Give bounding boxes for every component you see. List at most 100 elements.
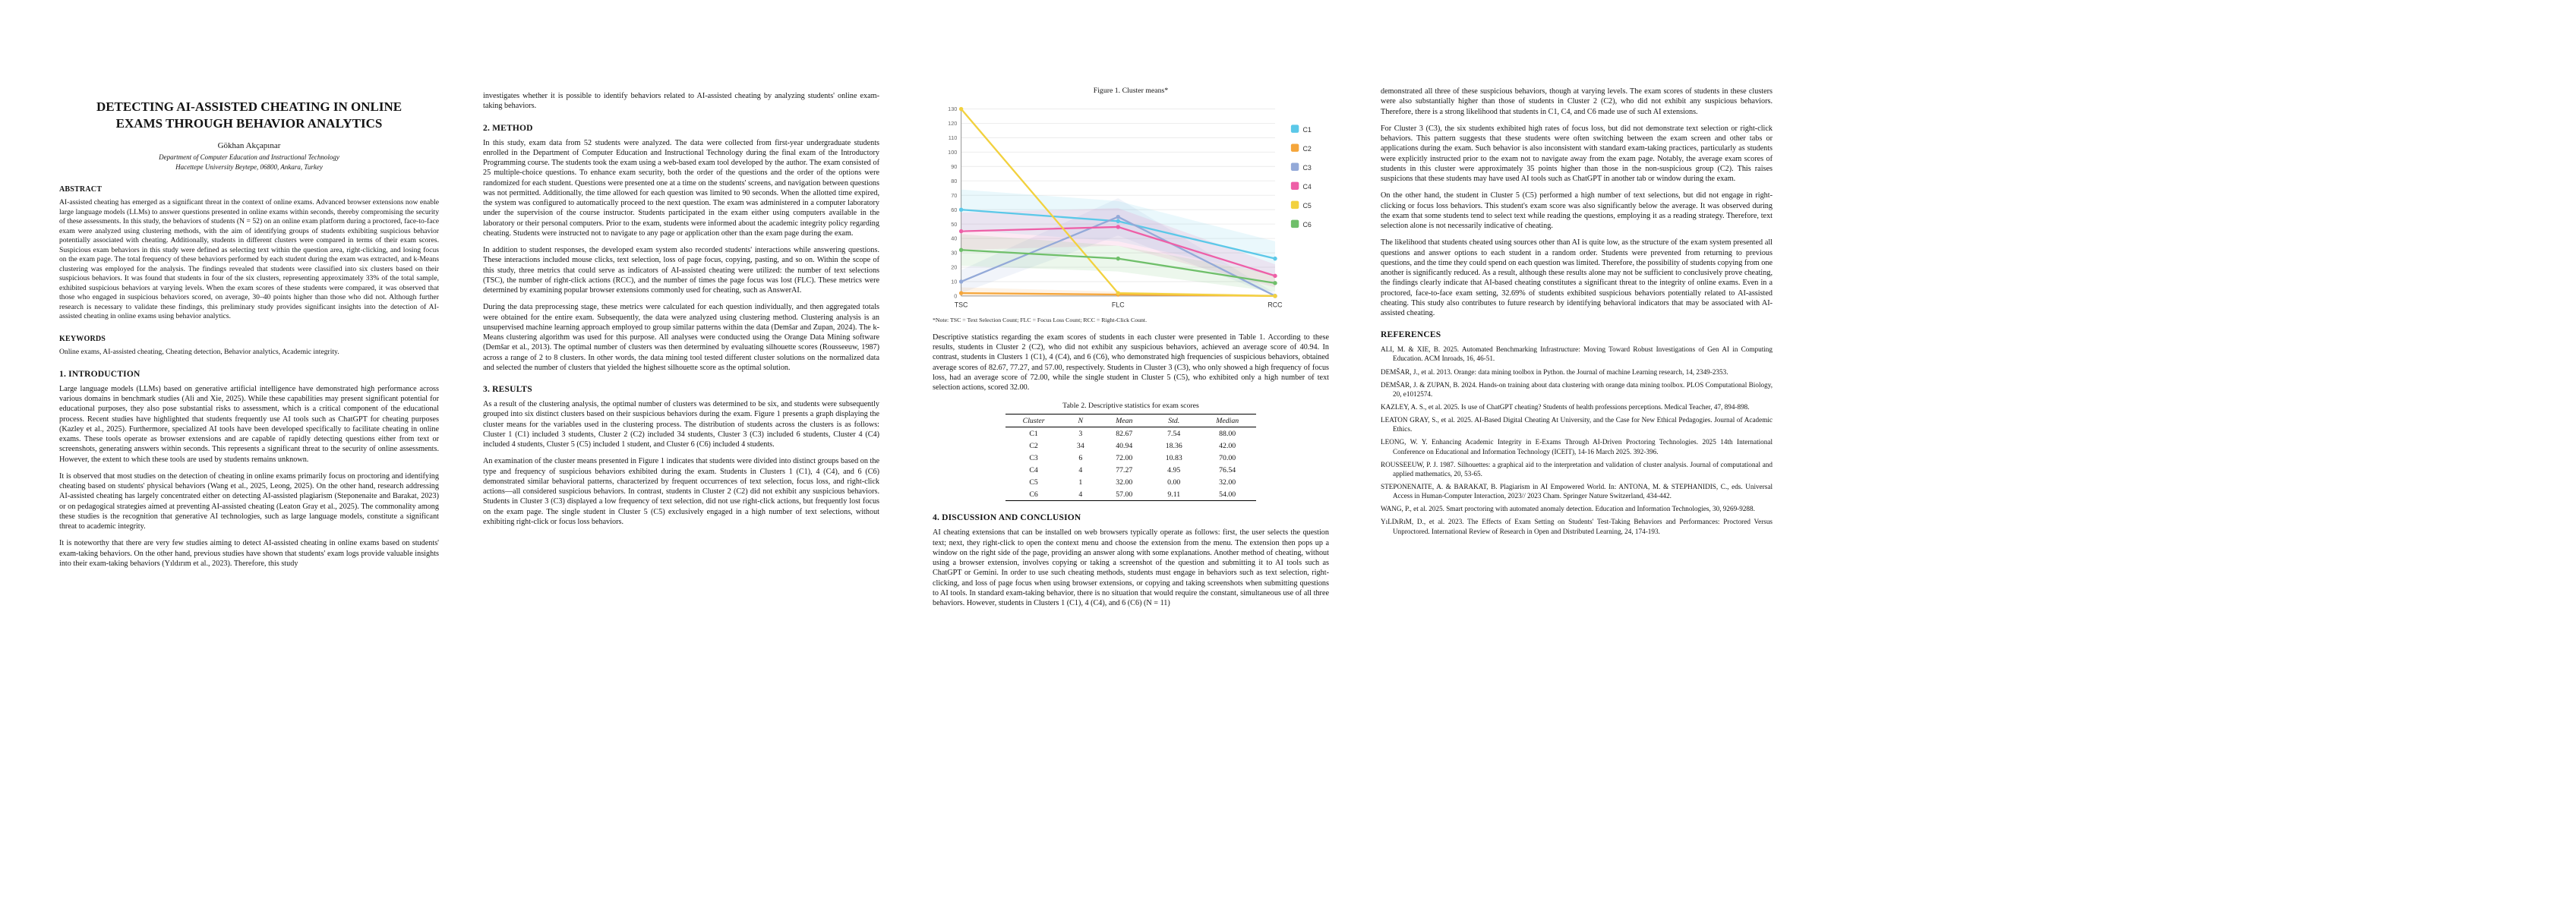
table-header-cluster: Cluster — [1005, 414, 1062, 428]
abstract-text: AI-assisted cheating has emerged as a si… — [59, 198, 439, 320]
method-paragraph-1: In this study, exam data from 52 student… — [483, 138, 879, 238]
table-row: C5 1 32.00 0.00 32.00 — [1005, 476, 1256, 488]
cell: 32.00 — [1116, 478, 1133, 487]
cell: 1 — [1078, 478, 1083, 487]
exam-scores-table: Cluster N Mean Std. Median C1 3 82.67 7.54 8… — [1005, 414, 1256, 502]
svg-text:90: 90 — [951, 163, 957, 170]
svg-text:C2: C2 — [1303, 145, 1312, 153]
keywords-text: Online exams, AI-assisted cheating, Chea… — [59, 348, 339, 357]
svg-text:FLC: FLC — [1112, 301, 1125, 309]
svg-text:C1: C1 — [1303, 126, 1312, 134]
svg-text:C5: C5 — [1303, 202, 1312, 210]
column-2: investigates whether it is possible to i… — [483, 91, 879, 534]
cell: 7.54 — [1167, 429, 1181, 438]
svg-text:C3: C3 — [1303, 164, 1312, 172]
svg-text:120: 120 — [948, 120, 957, 127]
figure-1: Figure 1. Cluster means* 0 10 20 30 40 50 60 70… — [933, 87, 1329, 323]
svg-text:60: 60 — [951, 206, 957, 213]
svg-text:10: 10 — [951, 279, 957, 285]
cell: 82.67 — [1116, 429, 1133, 438]
column-3: Figure 1. Cluster means* 0 10 20 30 40 50 60 70… — [933, 87, 1329, 615]
section-discussion-heading: 4. DISCUSSION AND CONCLUSION — [933, 513, 1081, 523]
cell: 10.83 — [1165, 453, 1182, 462]
svg-text:130: 130 — [948, 106, 957, 112]
svg-text:20: 20 — [951, 264, 957, 271]
table-row: C1 3 82.67 7.54 88.00 — [1005, 427, 1256, 440]
column-4: demonstrated all three of these suspicio… — [1381, 87, 1773, 540]
results-paragraph-2: An examination of the cluster means pres… — [483, 457, 879, 526]
svg-text:TSC: TSC — [955, 301, 968, 309]
abstract-heading: ABSTRACT — [59, 185, 103, 194]
cell: 18.36 — [1165, 441, 1182, 450]
section-introduction-heading: 1. INTRODUCTION — [59, 369, 140, 379]
paper-title: DETECTING AI-ASSISTED CHEATING IN ONLINE… — [96, 99, 402, 131]
figure1-note: *Note: TSC = Text Selection Count; FLC =… — [933, 316, 1148, 323]
cell: 4 — [1078, 465, 1083, 474]
reference-item: ALI, M. & XIE, B. 2025. Automated Benchm… — [1381, 345, 1773, 363]
figure1-caption: Figure 1. Cluster means* — [1093, 87, 1169, 95]
figure1-chart-svg: 0 10 20 30 40 50 60 70 80 90 100 110 120 130 TSC FLC RCC… — [948, 106, 1312, 309]
column-1: DETECTING AI-ASSISTED CHEATING IN ONLINE… — [59, 91, 439, 575]
cell: 34 — [1076, 441, 1084, 450]
reference-item: DEMŠAR, J., et al. 2013. Orange: data mi… — [1381, 367, 1728, 376]
table-header-median: Median — [1198, 414, 1256, 428]
section-results-heading: 3. RESULTS — [483, 385, 532, 394]
svg-text:80: 80 — [951, 178, 957, 184]
reference-item: ROUSSEEUW, P. J. 1987. Silhouettes: a gr… — [1381, 460, 1773, 478]
author-name: Gökhan Akçapınar — [217, 141, 281, 151]
affiliation-line2: Hacettepe University Beytepe, 06800, Ank… — [175, 162, 323, 171]
discussion-paragraph-1: AI cheating extensions that can be insta… — [933, 528, 1329, 608]
references-list: ALI, M. & XIE, B. 2025. Automated Benchm… — [1381, 345, 1773, 535]
cell: C3 — [1029, 453, 1038, 462]
table-header-n: N — [1062, 414, 1100, 428]
method-paragraph-3: During the data preprocessing stage, the… — [483, 303, 879, 372]
table-header-std: Std. — [1149, 414, 1199, 428]
keywords-heading: KEYWORDS — [59, 335, 106, 344]
discussion-paragraph-5: The likelihood that students cheated usi… — [1381, 238, 1773, 317]
svg-text:110: 110 — [949, 134, 958, 141]
method-paragraph-2: In addition to student responses, the de… — [483, 246, 879, 295]
svg-text:RCC: RCC — [1267, 301, 1283, 309]
table2-caption: Table 2. Descriptive statistics for exam… — [1062, 402, 1199, 411]
cluster-means-chart: 0 10 20 30 40 50 60 70 80 90 100 110 120 130 TSC FLC RCC… — [933, 99, 1329, 315]
svg-text:C4: C4 — [1303, 183, 1312, 191]
introduction-paragraph-2: It is observed that most studies on the … — [59, 471, 439, 531]
reference-item: LEATON GRAY, S., et al. 2025. AI-Based D… — [1381, 416, 1773, 433]
svg-text:C6: C6 — [1303, 221, 1312, 229]
references-heading: REFERENCES — [1381, 330, 1441, 340]
discussion-paragraph-2: demonstrated all three of these suspicio… — [1381, 87, 1773, 116]
affiliation-line1: Department of Computer Education and Ins… — [159, 153, 339, 162]
cell: 4.95 — [1167, 465, 1181, 474]
table-row: C3 6 72.00 10.83 70.00 — [1005, 452, 1256, 464]
cell: 88.00 — [1219, 429, 1236, 438]
svg-text:100: 100 — [948, 149, 957, 156]
cell: 42.00 — [1219, 441, 1236, 450]
svg-text:70: 70 — [951, 192, 957, 199]
cell: 3 — [1078, 429, 1083, 438]
table-row: C4 4 77.27 4.95 76.54 — [1005, 464, 1256, 476]
cell: 0.00 — [1167, 478, 1181, 487]
cell: 6 — [1078, 453, 1083, 462]
reference-item: YıLDıRıM, D., et al. 2023. The Effects o… — [1381, 518, 1773, 535]
table-header-mean: Mean — [1099, 414, 1150, 428]
exam-scores-table-header: Cluster N Mean Std. Median — [1005, 414, 1256, 428]
svg-text:30: 30 — [951, 250, 957, 257]
cell: 70.00 — [1219, 453, 1236, 462]
introduction-paragraph-1: Large language models (LLMs) based on ge… — [59, 384, 439, 464]
results-paragraph-3: Descriptive statistics regarding the exa… — [933, 333, 1329, 392]
cell: 9.11 — [1149, 488, 1199, 502]
cell: 76.54 — [1219, 465, 1236, 474]
cell: C4 — [1029, 465, 1038, 474]
reference-item: KAZLEY, A. S., et al. 2025. Is use of Ch… — [1381, 402, 1750, 411]
svg-text:50: 50 — [951, 221, 957, 228]
reference-item: STEPONENAITE, A. & BARAKAT, B. Plagiaris… — [1381, 482, 1773, 500]
introduction-paragraph-4: investigates whether it is possible to i… — [483, 92, 879, 111]
author-affiliation: Department of Computer Education and Ins… — [59, 153, 439, 172]
cell: 32.00 — [1219, 478, 1236, 487]
table-row: C6 4 57.00 9.11 54.00 — [1005, 488, 1256, 502]
introduction-paragraph-3: It is noteworthy that there are very few… — [59, 539, 439, 568]
discussion-paragraph-3: For Cluster 3 (C3), the six students exh… — [1381, 124, 1773, 183]
svg-text:0: 0 — [954, 293, 957, 300]
cell: C5 — [1029, 478, 1038, 487]
